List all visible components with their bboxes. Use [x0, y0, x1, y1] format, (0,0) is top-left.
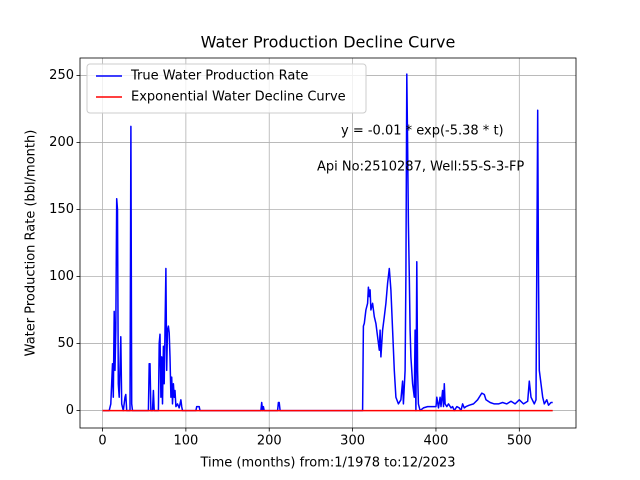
x-tick-label: 100	[173, 434, 198, 449]
y-tick-label: 0	[66, 403, 74, 418]
y-tick-label: 50	[57, 336, 74, 351]
x-tick-label: 0	[98, 434, 106, 449]
x-tick-label: 400	[424, 434, 449, 449]
x-tick-label: 300	[340, 434, 365, 449]
y-axis-label: Water Production Rate (bbl/month)	[24, 130, 39, 357]
data-line	[102, 73, 553, 412]
chart-title: Water Production Decline Curve	[201, 33, 456, 52]
legend-label: True Water Production Rate	[130, 69, 308, 84]
y-tick-label: 150	[49, 202, 74, 217]
annotation: y = -0.01 * exp(-5.38 * t)	[341, 124, 504, 139]
x-axis-label: Time (months) from:1/1978 to:12/2023	[199, 456, 455, 471]
y-tick-label: 100	[49, 269, 74, 284]
legend: True Water Production Rate Exponential Wa…	[86, 63, 367, 114]
axes-frame	[79, 57, 577, 429]
y-tick-label: 250	[49, 68, 74, 83]
annotation: Api No:2510287, Well:55-S-3-FP	[317, 160, 524, 175]
legend-label: Exponential Water Decline Curve	[131, 90, 346, 105]
x-tick-label: 200	[257, 434, 282, 449]
x-tick-label: 500	[507, 434, 532, 449]
plot-area: 0 100 200 300 400 500 0 50 100 150 200 250 True Wate…	[49, 57, 577, 449]
legend-box	[86, 63, 367, 114]
y-tick-label: 200	[49, 135, 74, 150]
